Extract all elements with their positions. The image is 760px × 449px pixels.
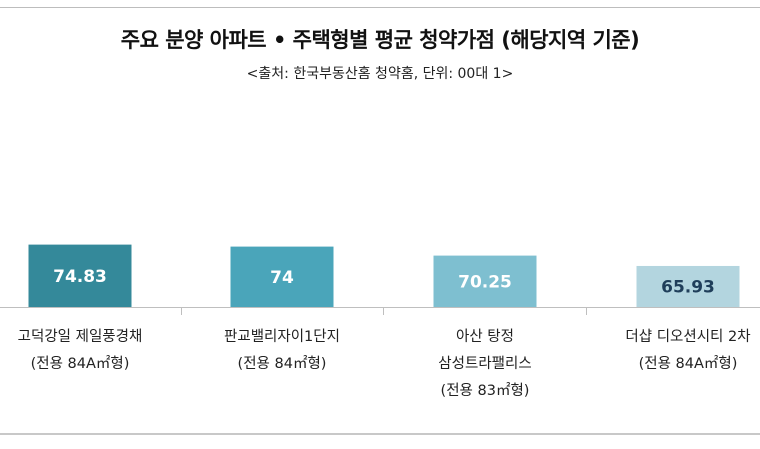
chart-title: 주요 분양 아파트 • 주택형별 평균 청약가점 (해당지역 기준) — [120, 28, 640, 52]
category-label: 아산 탕정 — [456, 328, 514, 345]
category-label: 고덕강일 제일풍경채 — [18, 328, 143, 345]
top-border — [0, 7, 760, 8]
data-label: 65.93 — [661, 277, 715, 297]
category-label: (전용 84㎡형) — [238, 355, 327, 372]
bar — [230, 246, 334, 307]
category-label: (전용 84A㎡형) — [31, 355, 130, 372]
category-label: 삼성트라팰리스 — [438, 355, 531, 372]
bar — [28, 244, 132, 307]
bottom-border — [0, 433, 760, 435]
category-label: (전용 83㎡형) — [441, 382, 530, 399]
data-label: 70.25 — [458, 272, 512, 292]
category-label: 판교밸리자이1단지 — [224, 328, 340, 345]
data-label: 74 — [270, 268, 294, 288]
bar — [433, 255, 537, 307]
category-label: 더샵 디오션시티 2차 — [625, 328, 750, 345]
data-label: 74.83 — [53, 267, 107, 287]
category-label: (전용 84A㎡형) — [639, 355, 738, 372]
chart-subtitle: <출처: 한국부동산홈 청약홈, 단위: 00대 1> — [246, 66, 514, 82]
bar — [636, 265, 740, 307]
